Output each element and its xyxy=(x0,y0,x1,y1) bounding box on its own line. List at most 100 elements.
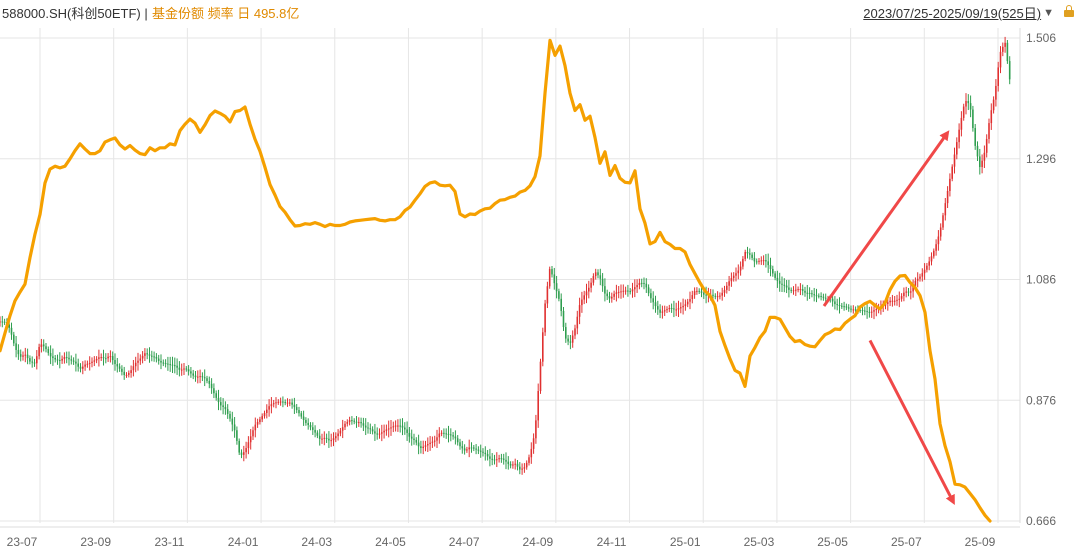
candle-body xyxy=(454,436,457,439)
candle-body xyxy=(256,421,259,425)
candle-body xyxy=(700,291,703,293)
y-tick-label: 1.296 xyxy=(1026,152,1056,166)
candle-body xyxy=(40,344,43,347)
candle-body xyxy=(360,422,362,424)
candle-body xyxy=(118,366,121,369)
candle-body xyxy=(79,366,82,369)
date-range-selector[interactable]: 2023/07/25-2025/09/19(525日) ▼ xyxy=(863,3,1054,22)
candle-body xyxy=(705,294,707,296)
candle-body xyxy=(479,450,482,452)
candle-body xyxy=(845,306,848,308)
candle-body xyxy=(26,354,29,359)
candle-body xyxy=(164,363,167,365)
candle-body xyxy=(1002,46,1004,52)
candle-body xyxy=(843,306,845,308)
candle-body xyxy=(578,305,581,317)
x-tick-label: 25-09 xyxy=(965,535,996,549)
candle-body xyxy=(353,420,355,422)
candle-body xyxy=(157,358,160,361)
candle-body xyxy=(213,388,215,394)
candle-body xyxy=(300,413,303,417)
candle-body xyxy=(266,409,268,414)
candle-body xyxy=(647,287,650,294)
trend-arrows xyxy=(822,130,955,506)
candle-body xyxy=(836,304,838,306)
candle-body xyxy=(263,413,266,417)
candle-body xyxy=(236,430,238,441)
candle-body xyxy=(199,376,201,378)
candle-body xyxy=(654,302,657,307)
candle-body xyxy=(185,368,188,370)
candle-body xyxy=(17,349,20,355)
candle-body xyxy=(542,332,544,362)
candle-body xyxy=(774,273,776,278)
candle-body xyxy=(838,304,841,306)
candle-body xyxy=(100,357,102,359)
candle-body xyxy=(75,361,77,364)
candle-body xyxy=(374,431,376,434)
candle-body xyxy=(167,363,169,365)
candle-body xyxy=(346,421,349,424)
candle-body xyxy=(130,370,132,374)
x-tick-label: 24-01 xyxy=(228,535,259,549)
candle-body xyxy=(116,364,119,367)
y-tick-label: 0.666 xyxy=(1026,514,1056,528)
candle-body xyxy=(693,291,696,296)
candle-body xyxy=(463,448,466,451)
candle-body xyxy=(309,425,312,428)
candle-body xyxy=(509,464,512,466)
candle-body xyxy=(424,445,427,447)
candle-body xyxy=(52,356,54,358)
candle-body xyxy=(698,290,700,292)
candle-body xyxy=(146,353,148,355)
candle-body xyxy=(187,369,190,372)
candle-body xyxy=(19,354,22,357)
candle-body xyxy=(114,360,116,365)
candle-body xyxy=(985,138,988,153)
candle-body xyxy=(397,425,399,427)
candle-body xyxy=(302,416,305,421)
candle-body xyxy=(406,429,408,433)
candle-body xyxy=(3,321,6,323)
candle-body xyxy=(758,260,760,262)
candle-body xyxy=(622,290,625,292)
candle-body xyxy=(194,375,197,378)
candle-body xyxy=(459,442,461,447)
candle-body xyxy=(8,324,10,328)
candle-body xyxy=(601,278,604,287)
candle-body xyxy=(992,99,995,111)
chevron-down-icon[interactable]: ▼ xyxy=(1043,6,1054,19)
candle-body xyxy=(893,300,896,302)
candle-body xyxy=(38,346,40,357)
candle-body xyxy=(668,307,671,310)
candle-body xyxy=(677,308,680,310)
candle-body xyxy=(806,292,809,294)
candle-body xyxy=(486,454,489,457)
candle-body xyxy=(498,458,500,460)
candle-body xyxy=(0,321,1,323)
candle-body xyxy=(873,310,875,312)
lock-icon[interactable] xyxy=(1064,5,1074,17)
candle-body xyxy=(675,309,677,311)
grid-lines xyxy=(0,28,1021,528)
date-range-text[interactable]: 2023/07/25-2025/09/19(525日) xyxy=(863,6,1042,21)
candle-body xyxy=(484,452,487,455)
candle-body xyxy=(385,429,388,431)
candle-body xyxy=(29,358,31,362)
candle-body xyxy=(850,308,852,310)
candle-body xyxy=(933,250,935,257)
candle-body xyxy=(33,362,36,364)
candle-body xyxy=(496,459,498,461)
candle-body xyxy=(820,296,822,298)
candle-body xyxy=(703,292,705,295)
chart-header: 588000.SH(科创50ETF) | 基金份额 频率 日 495.8亿 20… xyxy=(0,0,1080,22)
candle-body xyxy=(392,426,395,428)
candle-body xyxy=(70,359,73,361)
candle-body xyxy=(903,292,905,297)
candle-body xyxy=(351,420,353,422)
candle-body xyxy=(86,363,89,365)
candle-body xyxy=(238,440,240,453)
candle-body xyxy=(401,425,404,428)
candle-body xyxy=(521,468,523,470)
candle-body xyxy=(953,154,956,167)
